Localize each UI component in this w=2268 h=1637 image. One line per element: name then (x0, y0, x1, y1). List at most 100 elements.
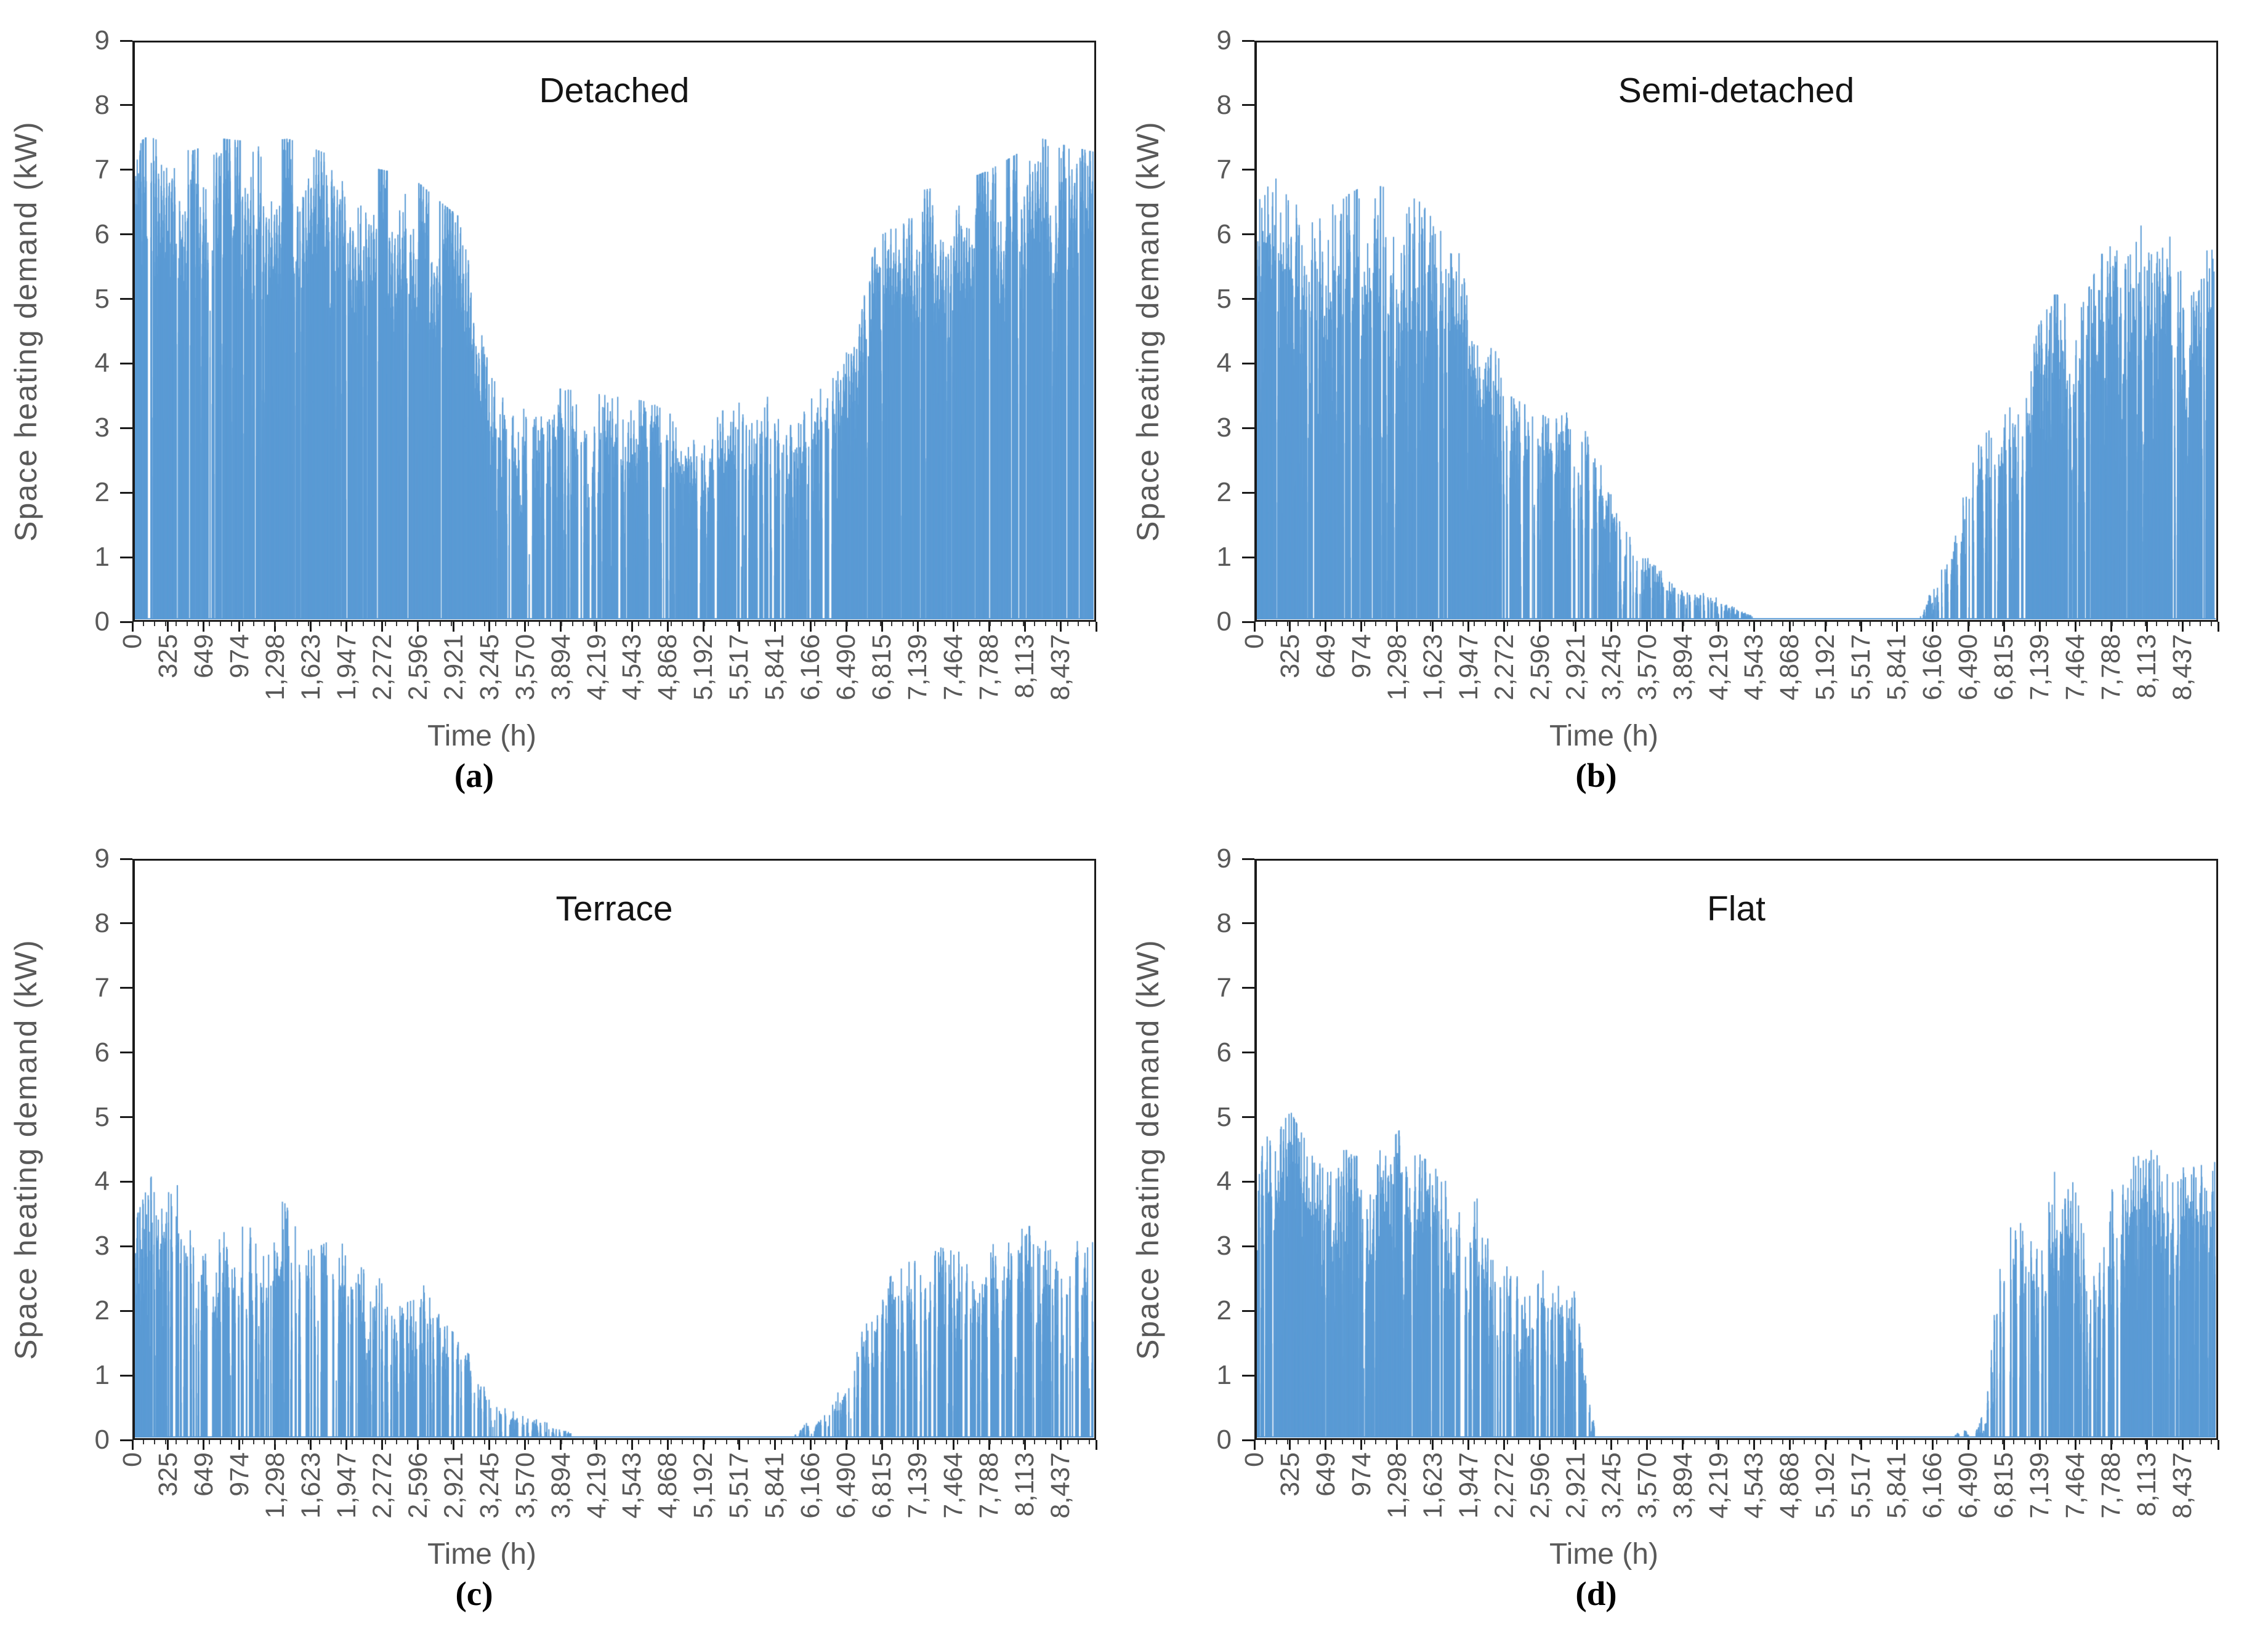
panel-caption: (a) (454, 757, 494, 794)
x-minor-tick-mark (1374, 1440, 1376, 1444)
x-tick-label: 4,219 (1703, 1452, 1733, 1519)
y-tick-mark (120, 621, 132, 623)
x-minor-tick-mark (2155, 622, 2157, 626)
y-axis-title: Space heating demand (kW) (2, 41, 49, 622)
x-minor-tick-mark (560, 622, 562, 626)
x-minor-tick-mark (1374, 622, 1376, 626)
x-minor-tick-mark (967, 622, 969, 626)
x-minor-tick-mark (176, 622, 177, 626)
y-tick-label: 0 (94, 606, 110, 637)
chart-title: Detached (539, 71, 690, 110)
x-minor-tick-mark (506, 622, 507, 626)
x-minor-tick-mark (1044, 622, 1046, 626)
x-minor-tick-mark (890, 1440, 892, 1444)
x-minor-tick-mark (583, 622, 584, 626)
x-minor-tick-mark (1463, 1440, 1464, 1444)
x-minor-tick-mark (528, 1440, 530, 1444)
x-minor-tick-mark (1836, 1440, 1838, 1444)
x-minor-tick-mark (626, 1440, 628, 1444)
x-minor-tick-mark (494, 622, 496, 626)
x-tick-label: 6,166 (796, 1452, 826, 1519)
x-minor-tick-mark (1286, 622, 1288, 626)
x-minor-tick-mark (1881, 1440, 1883, 1444)
x-tick-label: 5,517 (1846, 634, 1876, 701)
x-minor-tick-mark (1682, 1440, 1684, 1444)
x-tick-label: 1,947 (331, 634, 361, 701)
x-minor-tick-mark (352, 622, 353, 626)
x-tick-mark (1610, 1440, 1613, 1450)
x-tick-label: 1,298 (260, 1452, 290, 1519)
x-tick-mark (203, 622, 205, 632)
x-tick-label: 5,192 (688, 1452, 719, 1519)
panel-caption: (b) (1575, 757, 1617, 794)
x-tick-mark (1860, 1440, 1862, 1450)
x-minor-tick-mark (1067, 1440, 1068, 1444)
x-minor-tick-mark (748, 622, 749, 626)
x-tick-label: 325 (1275, 1452, 1305, 1497)
x-tick-label: 8,437 (2168, 634, 2198, 701)
x-minor-tick-mark (879, 1440, 881, 1444)
x-minor-tick-mark (847, 622, 849, 626)
x-minor-tick-mark (461, 1440, 463, 1444)
x-minor-tick-mark (759, 622, 761, 626)
x-tick-label: 2,272 (367, 634, 397, 701)
y-tick-label: 3 (94, 1231, 110, 1261)
x-minor-tick-mark (1947, 1440, 1948, 1444)
x-tick-label: 6,815 (867, 1452, 897, 1519)
x-minor-tick-mark (1012, 1440, 1014, 1444)
x-minor-tick-mark (990, 622, 991, 626)
y-tick-mark (1242, 362, 1254, 364)
x-minor-tick-mark (2211, 1440, 2213, 1444)
x-minor-tick-mark (1352, 1440, 1354, 1444)
x-tick-label: 2,921 (1560, 634, 1591, 701)
x-minor-tick-mark (241, 1440, 243, 1444)
y-tick-mark (1242, 104, 1254, 107)
x-minor-tick-mark (1815, 622, 1817, 626)
x-tick-mark (1432, 1440, 1434, 1450)
y-tick-mark (1242, 39, 1254, 42)
x-minor-tick-mark (2024, 622, 2025, 626)
x-minor-tick-mark (1924, 1440, 1926, 1444)
x-tick-mark (2145, 1440, 2148, 1450)
x-tick-mark (1682, 622, 1684, 632)
x-minor-tick-mark (1825, 622, 1827, 626)
bars-canvas (135, 42, 1094, 619)
x-minor-tick-mark (1990, 622, 1992, 626)
x-minor-tick-mark (693, 622, 695, 626)
x-tick-label: 5,841 (760, 634, 790, 701)
x-tick-mark (988, 622, 990, 632)
x-tick-mark (238, 622, 241, 632)
x-tick-label: 1,623 (296, 1452, 326, 1519)
y-tick-label: 3 (94, 412, 110, 443)
x-minor-tick-mark (1870, 1440, 1871, 1444)
x-tick-label: 8,113 (2132, 1452, 2162, 1517)
x-minor-tick-mark (1605, 622, 1607, 626)
x-minor-tick-mark (483, 622, 485, 626)
x-minor-tick-mark (637, 1440, 639, 1444)
x-minor-tick-mark (571, 622, 573, 626)
x-tick-mark (1931, 622, 1934, 632)
x-minor-tick-mark (1089, 1440, 1091, 1444)
x-tick-mark (2145, 622, 2148, 632)
x-tick-label: 2,596 (403, 1452, 433, 1519)
x-tick-mark (1095, 1440, 1097, 1450)
x-minor-tick-mark (275, 1440, 276, 1444)
x-tick-label: 3,570 (510, 634, 540, 701)
y-tick-mark (1242, 556, 1254, 558)
x-minor-tick-mark (252, 622, 254, 626)
x-minor-tick-mark (352, 1440, 353, 1444)
x-minor-tick-mark (363, 622, 365, 626)
x-minor-tick-mark (1551, 1440, 1552, 1444)
x-tick-mark (1717, 1440, 1720, 1450)
x-minor-tick-mark (836, 622, 837, 626)
x-tick-mark (2181, 1440, 2184, 1450)
y-tick-mark (1242, 427, 1254, 429)
x-minor-tick-mark (142, 1440, 144, 1444)
x-minor-tick-mark (2177, 622, 2179, 626)
x-tick-label: 4,543 (617, 634, 647, 701)
x-minor-tick-mark (605, 1440, 607, 1444)
x-minor-tick-mark (594, 1440, 595, 1444)
x-minor-tick-mark (648, 622, 650, 626)
x-tick-label: 4,868 (1775, 1452, 1805, 1519)
x-minor-tick-mark (2012, 622, 2014, 626)
